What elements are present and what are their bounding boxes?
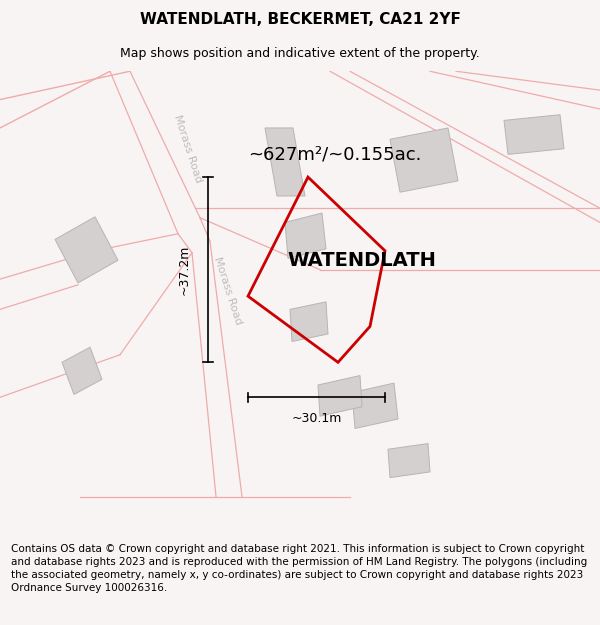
Polygon shape: [352, 383, 398, 429]
Text: Contains OS data © Crown copyright and database right 2021. This information is : Contains OS data © Crown copyright and d…: [11, 544, 587, 592]
Polygon shape: [285, 213, 326, 258]
Text: Map shows position and indicative extent of the property.: Map shows position and indicative extent…: [120, 47, 480, 60]
Polygon shape: [290, 302, 328, 341]
Polygon shape: [55, 217, 118, 283]
Polygon shape: [318, 376, 362, 416]
Polygon shape: [62, 348, 102, 394]
Text: Morass Road: Morass Road: [172, 114, 204, 184]
Text: WATENDLATH: WATENDLATH: [287, 251, 436, 270]
Text: ~37.2m: ~37.2m: [178, 244, 191, 295]
Polygon shape: [390, 128, 458, 192]
Text: ~30.1m: ~30.1m: [292, 412, 341, 424]
Text: Morass Road: Morass Road: [212, 255, 244, 326]
Text: WATENDLATH, BECKERMET, CA21 2YF: WATENDLATH, BECKERMET, CA21 2YF: [140, 12, 460, 28]
Polygon shape: [388, 444, 430, 478]
Polygon shape: [265, 128, 305, 196]
Text: ~627m²/~0.155ac.: ~627m²/~0.155ac.: [248, 146, 421, 163]
Polygon shape: [504, 115, 564, 154]
